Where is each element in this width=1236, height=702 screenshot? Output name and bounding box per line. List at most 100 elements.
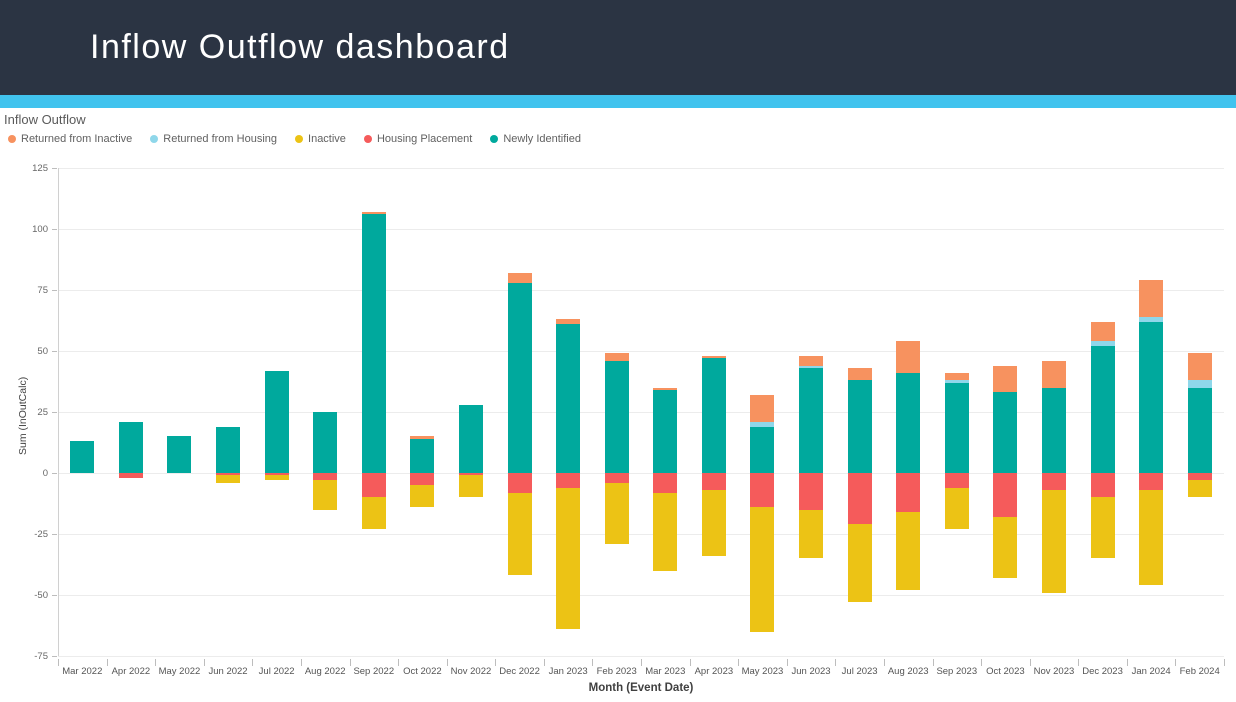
bar-segment-inactive-nov-2023[interactable]: [1041, 490, 1066, 593]
bar-segment-newly-identified-apr-2023[interactable]: [701, 358, 726, 473]
bar-segment-inactive-apr-2023[interactable]: [701, 490, 726, 556]
bar-segment-newly-identified-oct-2023[interactable]: [993, 392, 1018, 473]
bar-segment-housing-placement-apr-2023[interactable]: [701, 473, 726, 491]
bar-segment-newly-identified-may-2023[interactable]: [750, 426, 775, 473]
bar-segment-newly-identified-feb-2024[interactable]: [1187, 387, 1212, 473]
bar-segment-inactive-sep-2022[interactable]: [361, 497, 386, 530]
bar-segment-inactive-sep-2023[interactable]: [944, 487, 969, 530]
bar-segment-housing-placement-jul-2022[interactable]: [264, 473, 289, 476]
bar-segment-returned-from-housing-sep-2023[interactable]: [944, 380, 969, 383]
bar-segment-housing-placement-sep-2022[interactable]: [361, 473, 386, 498]
bar-segment-housing-placement-jun-2022[interactable]: [216, 473, 241, 476]
bar-segment-returned-from-inactive-apr-2023[interactable]: [701, 355, 726, 359]
bar-segment-newly-identified-jul-2022[interactable]: [264, 370, 289, 473]
bar-segment-returned-from-inactive-oct-2022[interactable]: [410, 436, 435, 439]
bar-segment-newly-identified-aug-2023[interactable]: [896, 372, 921, 473]
bar-segment-housing-placement-oct-2023[interactable]: [993, 473, 1018, 517]
bar-segment-newly-identified-sep-2023[interactable]: [944, 382, 969, 473]
bar-segment-inactive-feb-2023[interactable]: [604, 482, 629, 544]
bar-segment-inactive-jun-2022[interactable]: [216, 475, 241, 483]
bar-segment-newly-identified-dec-2023[interactable]: [1090, 346, 1115, 473]
bar-segment-newly-identified-jun-2023[interactable]: [799, 368, 824, 473]
bar-segment-inactive-dec-2022[interactable]: [507, 492, 532, 576]
bar-segment-newly-identified-may-2022[interactable]: [167, 436, 192, 473]
bar-segment-inactive-aug-2023[interactable]: [896, 512, 921, 591]
bar-segment-newly-identified-aug-2022[interactable]: [313, 412, 338, 473]
bar-segment-inactive-oct-2023[interactable]: [993, 516, 1018, 578]
bar-segment-returned-from-inactive-nov-2023[interactable]: [1041, 360, 1066, 388]
bar-segment-returned-from-housing-feb-2024[interactable]: [1187, 380, 1212, 388]
bar-segment-inactive-nov-2022[interactable]: [458, 475, 483, 498]
legend-item-inactive[interactable]: Inactive: [295, 133, 346, 145]
bar-segment-newly-identified-mar-2023[interactable]: [653, 390, 678, 473]
bar-segment-newly-identified-feb-2023[interactable]: [604, 360, 629, 473]
bar-segment-returned-from-inactive-dec-2023[interactable]: [1090, 321, 1115, 342]
legend-item-housing-placement[interactable]: Housing Placement: [363, 133, 472, 145]
bar-segment-newly-identified-sep-2022[interactable]: [361, 214, 386, 473]
bar-segment-newly-identified-nov-2023[interactable]: [1041, 387, 1066, 473]
bar-segment-housing-placement-nov-2022[interactable]: [458, 473, 483, 476]
bar-segment-housing-placement-aug-2022[interactable]: [313, 473, 338, 481]
bar-segment-returned-from-inactive-sep-2023[interactable]: [944, 372, 969, 381]
bar-segment-newly-identified-jan-2023[interactable]: [556, 324, 581, 473]
bar-segment-housing-placement-feb-2023[interactable]: [604, 473, 629, 483]
bar-segment-housing-placement-aug-2023[interactable]: [896, 473, 921, 513]
bar-segment-inactive-jun-2023[interactable]: [799, 509, 824, 559]
legend-item-returned-from-inactive[interactable]: Returned from Inactive: [8, 133, 132, 145]
bar-segment-returned-from-inactive-feb-2024[interactable]: [1187, 353, 1212, 381]
bar-segment-inactive-may-2023[interactable]: [750, 507, 775, 632]
bar-segment-inactive-jan-2023[interactable]: [556, 487, 581, 630]
bar-segment-inactive-jan-2024[interactable]: [1139, 490, 1164, 586]
bar-segment-inactive-dec-2023[interactable]: [1090, 497, 1115, 559]
x-axis-label-jul-2023: Jul 2023: [841, 666, 878, 677]
bar-segment-housing-placement-dec-2023[interactable]: [1090, 473, 1115, 498]
bar-segment-returned-from-housing-jun-2023[interactable]: [799, 365, 824, 369]
bar-segment-housing-placement-jan-2023[interactable]: [556, 473, 581, 488]
bar-segment-returned-from-inactive-dec-2022[interactable]: [507, 272, 532, 283]
x-axis-label-sep-2023: Sep 2023: [936, 666, 978, 677]
bar-segment-returned-from-housing-dec-2023[interactable]: [1090, 341, 1115, 347]
bar-segment-newly-identified-jan-2024[interactable]: [1139, 321, 1164, 473]
bar-segment-returned-from-housing-jan-2024[interactable]: [1139, 316, 1164, 322]
bar-segment-returned-from-inactive-feb-2023[interactable]: [604, 353, 629, 361]
bar-segment-inactive-feb-2024[interactable]: [1187, 480, 1212, 498]
bar-segment-housing-placement-jan-2024[interactable]: [1139, 473, 1164, 491]
bar-segment-housing-placement-nov-2023[interactable]: [1041, 473, 1066, 491]
bar-segment-returned-from-inactive-oct-2023[interactable]: [993, 365, 1018, 393]
bar-segment-returned-from-inactive-sep-2022[interactable]: [361, 211, 386, 215]
bar-segment-inactive-jul-2022[interactable]: [264, 475, 289, 481]
legend-item-newly-identified[interactable]: Newly Identified: [490, 133, 581, 145]
bar-segment-returned-from-inactive-aug-2023[interactable]: [896, 341, 921, 373]
bar-segment-returned-from-inactive-jul-2023[interactable]: [847, 368, 872, 381]
bar-segment-returned-from-inactive-jan-2023[interactable]: [556, 319, 581, 325]
bar-segment-housing-placement-oct-2022[interactable]: [410, 473, 435, 486]
bar-segment-inactive-jul-2023[interactable]: [847, 524, 872, 603]
bar-segment-housing-placement-may-2023[interactable]: [750, 473, 775, 508]
bar-segment-housing-placement-feb-2024[interactable]: [1187, 473, 1212, 481]
bar-segment-housing-placement-sep-2023[interactable]: [944, 473, 969, 488]
bar-segment-returned-from-inactive-jan-2024[interactable]: [1139, 280, 1164, 317]
legend-item-returned-from-housing[interactable]: Returned from Housing: [150, 133, 277, 145]
bar-segment-inactive-oct-2022[interactable]: [410, 485, 435, 508]
bar-segment-housing-placement-apr-2022[interactable]: [118, 473, 143, 478]
bar-segment-newly-identified-jun-2022[interactable]: [216, 426, 241, 473]
bar-segment-newly-identified-oct-2022[interactable]: [410, 438, 435, 473]
bar-segment-housing-placement-jun-2023[interactable]: [799, 473, 824, 510]
y-axis-label: 100: [32, 223, 48, 235]
bar-segment-newly-identified-dec-2022[interactable]: [507, 282, 532, 473]
bar-segment-inactive-mar-2023[interactable]: [653, 492, 678, 571]
legend-dot-newly-identified: [490, 135, 499, 143]
bar-segment-returned-from-inactive-may-2023[interactable]: [750, 394, 775, 422]
bar-segment-housing-placement-mar-2023[interactable]: [653, 473, 678, 493]
bar-segment-returned-from-inactive-jun-2023[interactable]: [799, 355, 824, 366]
bar-segment-inactive-aug-2022[interactable]: [313, 480, 338, 510]
bar-segment-newly-identified-mar-2022[interactable]: [70, 441, 95, 473]
bar-segment-returned-from-housing-may-2023[interactable]: [750, 421, 775, 427]
bar-segment-returned-from-inactive-mar-2023[interactable]: [653, 387, 678, 391]
bar-segment-newly-identified-nov-2022[interactable]: [458, 404, 483, 473]
bar-segment-housing-placement-jul-2023[interactable]: [847, 473, 872, 525]
bar-segment-housing-placement-dec-2022[interactable]: [507, 473, 532, 493]
bar-segment-newly-identified-apr-2022[interactable]: [118, 421, 143, 473]
y-axis-label: -25: [34, 528, 48, 540]
bar-segment-newly-identified-jul-2023[interactable]: [847, 380, 872, 473]
